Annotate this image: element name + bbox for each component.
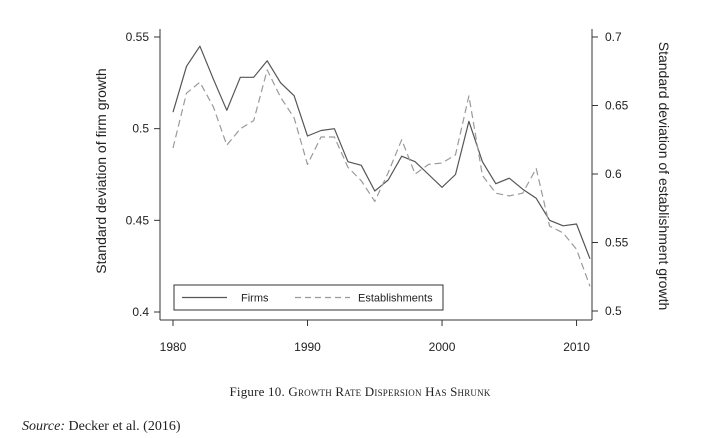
source-text: Decker et al. (2016) xyxy=(68,419,181,434)
dispersion-chart: 1980 1990 2000 2010 0.4 0.45 0.5 0.55 0.5 0.55 0.6… xyxy=(93,29,672,354)
figure-number: Figure 10. xyxy=(229,384,285,399)
legend-establishments-label: Establishments xyxy=(358,293,433,305)
y-right-tick-label: 0.6 xyxy=(605,167,622,181)
y-right-tick-label: 0.5 xyxy=(605,304,622,318)
legend: Firms Establishments xyxy=(173,284,444,311)
figure-title: Growth Rate Dispersion Has Shrunk xyxy=(288,384,491,399)
y-left-tick-label: 0.45 xyxy=(126,213,150,227)
y-left-tick-label: 0.5 xyxy=(132,122,149,136)
source-note: Source: Decker et al. (2016) xyxy=(22,419,180,435)
y-right-tick-label: 0.65 xyxy=(605,99,629,113)
y-right-tick-label: 0.7 xyxy=(605,30,622,44)
series-line-establishments xyxy=(172,69,591,287)
x-tick-label: 1990 xyxy=(294,340,321,354)
series-line-firms xyxy=(172,45,591,260)
series-lines xyxy=(172,45,591,287)
y-right-tick-label: 0.55 xyxy=(605,236,629,250)
y-left-tick-label: 0.55 xyxy=(126,30,150,44)
y-axis-right-title: Standard deviation of establishment grow… xyxy=(656,42,672,311)
x-tick-label: 2000 xyxy=(429,340,456,354)
x-tick-label: 2010 xyxy=(563,340,590,354)
legend-firms-label: Firms xyxy=(241,293,269,305)
y-axis-left-title: Standard deviation of firm growth xyxy=(93,68,109,273)
figure-caption: Figure 10. Growth Rate Dispersion Has Sh… xyxy=(0,384,720,400)
axes: 1980 1990 2000 2010 0.4 0.45 0.5 0.55 0.5 0.55 0.6… xyxy=(126,29,629,354)
y-left-tick-label: 0.4 xyxy=(132,305,149,319)
source-label: Source: xyxy=(22,419,66,434)
x-tick-label: 1980 xyxy=(160,340,187,354)
